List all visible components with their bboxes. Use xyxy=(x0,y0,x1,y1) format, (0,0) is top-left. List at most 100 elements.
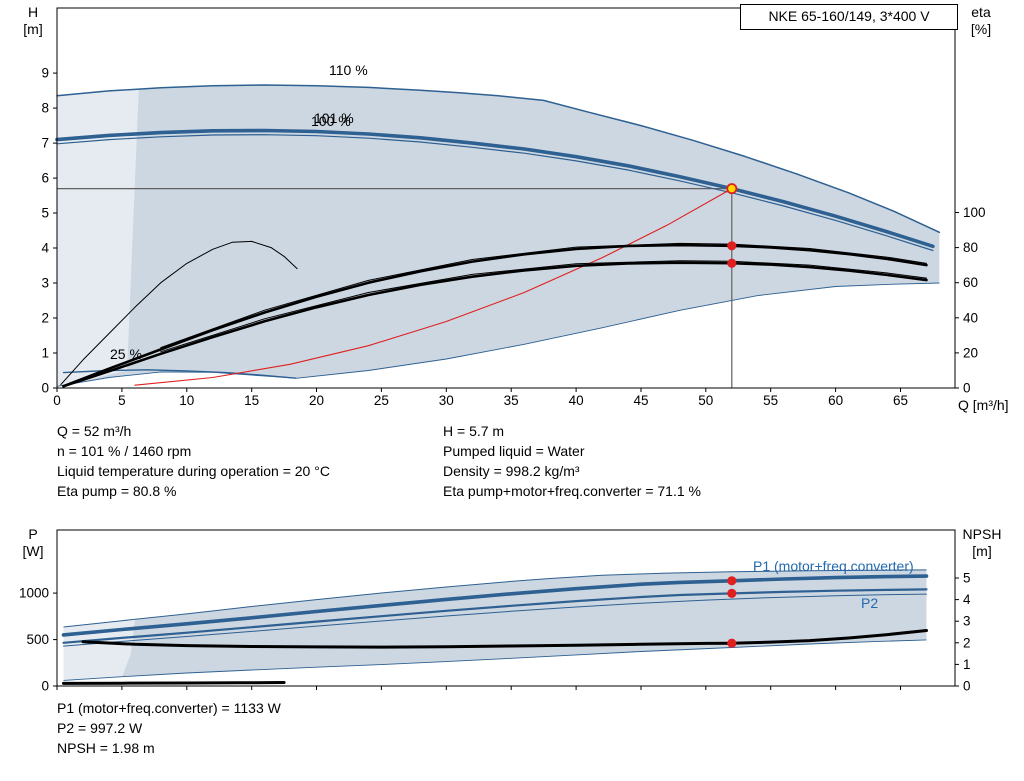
pq-curve-npsh-reduced-speed xyxy=(62,681,286,685)
density-text: Density = 998.2 kg/m³ xyxy=(443,463,580,479)
pq-right-axis-title: NPSH [m] xyxy=(954,526,1010,560)
pq-envelope-lower-edge xyxy=(63,639,927,681)
hq-x-tick-label: 50 xyxy=(698,393,713,408)
pq-yr-tick-label: 3 xyxy=(963,614,971,629)
hq-left-axis-quantity: H xyxy=(27,4,39,20)
pq-curve-p2 xyxy=(62,588,928,644)
hq-yl-tick-label: 2 xyxy=(41,311,49,326)
pq-yl-tick-label: 0 xyxy=(41,679,49,694)
hq-yl-tick-label: 1 xyxy=(41,346,49,361)
pq-curve-npsh xyxy=(81,629,928,649)
pumped-liquid-text: Pumped liquid = Water xyxy=(443,443,585,459)
pq-result-marker xyxy=(727,576,737,586)
pump-title-box: NKE 65-160/149, 3*400 V xyxy=(740,4,958,30)
hq-yl-tick-label: 7 xyxy=(41,136,49,151)
hq-yr-tick-label: 80 xyxy=(963,240,978,255)
duty-info-left-column: Q = 52 m³/h n = 101 % / 1460 rpm Liquid … xyxy=(57,421,330,501)
hq-x-tick-label: 35 xyxy=(504,393,519,408)
hq-x-tick-label: 65 xyxy=(893,393,908,408)
hq-yl-tick-label: 8 xyxy=(41,101,49,116)
hq-yl-tick-label: 0 xyxy=(41,381,49,396)
eta-total-text: Eta pump+motor+freq.converter = 71.1 % xyxy=(443,483,701,499)
hq-curve-eta-total xyxy=(62,261,928,388)
hq-x-tick-label: 40 xyxy=(569,393,584,408)
hq-plot-border xyxy=(56,7,956,389)
speed-25-label: 25 % xyxy=(110,346,142,362)
duty-info-right-column: H = 5.7 m Pumped liquid = Water Density … xyxy=(443,421,701,501)
pq-right-axis-unit: [m] xyxy=(972,543,992,559)
speed-100-label: 100 % xyxy=(311,113,351,129)
pq-yr-tick-label: 5 xyxy=(963,571,971,586)
p2-curve-label: P2 xyxy=(861,595,879,611)
pq-operating-envelope xyxy=(63,569,927,681)
hq-x-tick-label: 25 xyxy=(374,393,389,408)
hq-x-tick-label: 5 xyxy=(118,393,126,408)
hq-curve-speed-100 xyxy=(56,134,934,252)
eta-pump-text: Eta pump = 80.8 % xyxy=(57,483,177,499)
pq-yr-tick-label: 0 xyxy=(963,679,971,694)
pq-right-axis-quantity: NPSH xyxy=(962,526,1002,542)
hq-yr-tick-label: 20 xyxy=(963,345,978,360)
hq-right-axis-title: eta [%] xyxy=(958,4,1004,38)
hq-curve-speed-101 xyxy=(55,128,935,249)
hq-result-marker xyxy=(727,241,737,251)
p2-value-text: P2 = 997.2 W xyxy=(57,720,143,736)
speed-110-label: 110 % xyxy=(329,62,368,78)
pq-yr-tick-label: 4 xyxy=(963,592,971,607)
pq-left-axis-quantity: P xyxy=(28,526,38,542)
pq-yl-tick-label: 1000 xyxy=(19,586,49,601)
hq-yl-tick-label: 9 xyxy=(41,66,49,81)
hq-x-tick-label: 55 xyxy=(763,393,778,408)
hq-curve-speed-110 xyxy=(56,84,941,234)
pq-plot-border xyxy=(56,529,956,687)
p1-curve-label: P1 (motor+freq.converter) xyxy=(753,558,914,574)
hq-yr-tick-label: 40 xyxy=(963,310,978,325)
pq-left-axis-unit: [W] xyxy=(22,543,44,559)
hq-x-tick-label: 60 xyxy=(828,393,843,408)
pq-result-marker xyxy=(727,588,737,599)
hq-x-tick-label: 10 xyxy=(179,393,194,408)
speed-101-label: 101 % xyxy=(314,110,354,126)
pq-yl-tick-label: 500 xyxy=(26,632,49,647)
hq-yr-tick-label: 0 xyxy=(963,381,971,396)
head-value-text: H = 5.7 m xyxy=(443,423,505,439)
hq-envelope-left-region xyxy=(57,88,139,386)
power-info-block: P1 (motor+freq.converter) = 1133 W P2 = … xyxy=(57,698,281,758)
duty-point-marker[interactable] xyxy=(726,183,738,195)
hq-left-axis-unit: [m] xyxy=(23,21,43,37)
npsh-value-text: NPSH = 1.98 m xyxy=(57,740,155,756)
pump-title-text: NKE 65-160/149, 3*400 V xyxy=(768,8,930,24)
hq-curve-eta-reduced-speed xyxy=(60,240,298,385)
hq-right-axis-unit: [%] xyxy=(970,21,992,37)
flow-value-text: Q = 52 m³/h xyxy=(57,423,132,439)
pq-envelope-upper-edge xyxy=(63,569,927,628)
p1-value-text: P1 (motor+freq.converter) = 1133 W xyxy=(57,700,281,716)
pq-curve-p2-lower-thin xyxy=(63,593,927,647)
hq-x-tick-label: 0 xyxy=(53,393,61,408)
hq-x-tick-label: 30 xyxy=(439,393,454,408)
hq-yl-tick-label: 5 xyxy=(41,206,49,221)
pq-yr-tick-label: 1 xyxy=(963,657,971,672)
hq-yr-tick-label: 100 xyxy=(963,205,986,220)
hq-x-tick-label: 20 xyxy=(309,393,324,408)
pq-curve-p1 xyxy=(61,574,929,637)
hq-curve-affinity-parabola xyxy=(134,188,733,386)
hq-yr-tick-label: 60 xyxy=(963,275,978,290)
hq-operating-envelope xyxy=(57,85,940,387)
hq-envelope-lower-edge xyxy=(56,282,940,387)
liquid-temperature-text: Liquid temperature during operation = 20… xyxy=(57,463,330,479)
hq-left-axis-title: H [m] xyxy=(14,4,52,38)
hq-x-axis-title: Q [m³/h] xyxy=(958,397,1009,413)
pq-yr-tick-label: 2 xyxy=(963,635,971,650)
hq-result-marker xyxy=(727,258,737,268)
hq-x-tick-label: 45 xyxy=(633,393,648,408)
hq-yl-tick-label: 3 xyxy=(41,276,49,291)
hq-right-axis-quantity: eta xyxy=(971,4,991,20)
hq-x-tick-label: 15 xyxy=(244,393,259,408)
pq-left-axis-title: P [W] xyxy=(14,526,52,560)
hq-curve-eta-pump xyxy=(62,243,928,388)
hq-yl-tick-label: 4 xyxy=(41,241,49,256)
speed-value-text: n = 101 % / 1460 rpm xyxy=(57,443,192,459)
